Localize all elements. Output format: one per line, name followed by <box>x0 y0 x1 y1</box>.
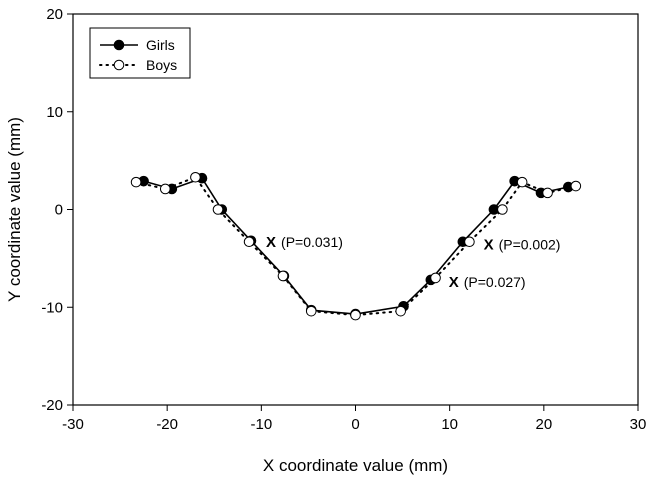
annotation-mark: X <box>449 274 459 291</box>
legend-box <box>89 27 191 79</box>
data-point-boys <box>243 236 255 248</box>
plot-axes: -30 -20 -10 0 10 20 30 -20 -10 0 10 20 <box>41 6 646 433</box>
annotation-layer: X (P=0.031) X (P=0.002) X (P=0.027) <box>266 234 560 291</box>
y-tick-label: -20 <box>41 397 63 414</box>
y-tick-label: 20 <box>46 6 63 23</box>
series-line-boys <box>135 176 577 317</box>
x-tick-label: 30 <box>630 416 647 433</box>
annotation-text: (P=0.002) <box>499 237 561 253</box>
data-point-boys <box>212 204 224 215</box>
y-tick-label: -10 <box>41 299 63 316</box>
x-tick-label: -30 <box>62 416 84 433</box>
legend-label-girls: Girls <box>146 37 175 53</box>
series-layer <box>130 171 582 321</box>
x-tick-label: 0 <box>351 416 359 433</box>
data-point-boys <box>570 180 582 192</box>
data-point-boys <box>395 305 407 317</box>
data-point-boys <box>305 305 317 317</box>
x-tick-label: 10 <box>441 416 458 433</box>
x-tick-label: -20 <box>156 416 178 433</box>
x-tick-label: 20 <box>535 416 552 433</box>
data-point-boys <box>542 187 553 199</box>
data-point-boys <box>464 236 475 248</box>
annotation: X (P=0.002) <box>484 237 561 254</box>
legend-label-boys: Boys <box>146 57 177 73</box>
data-point-boys <box>190 171 201 183</box>
annotation-mark: X <box>484 237 494 254</box>
annotation: X (P=0.031) <box>266 234 343 251</box>
legend: Girls Boys <box>89 27 191 79</box>
legend-marker-boys <box>113 59 125 71</box>
x-axis-label: X coordinate value (mm) <box>263 456 448 475</box>
data-point-boys <box>516 176 528 188</box>
y-axis-label: Y coordinate value (mm) <box>5 117 24 302</box>
annotation-text: (P=0.031) <box>281 234 343 250</box>
data-point-boys <box>159 183 171 195</box>
data-point-boys <box>497 204 508 215</box>
data-point-boys <box>277 270 289 282</box>
data-point-boys <box>430 272 441 284</box>
data-point-boys <box>350 309 361 321</box>
data-point-boys <box>130 176 142 188</box>
annotation-text: (P=0.027) <box>464 274 526 290</box>
y-tick-label: 0 <box>55 202 63 219</box>
annotation-mark: X <box>266 234 276 251</box>
y-tick-label: 10 <box>46 104 63 121</box>
annotation: X (P=0.027) <box>449 274 526 291</box>
legend-marker-girls <box>113 39 125 51</box>
x-tick-label: -10 <box>250 416 272 433</box>
